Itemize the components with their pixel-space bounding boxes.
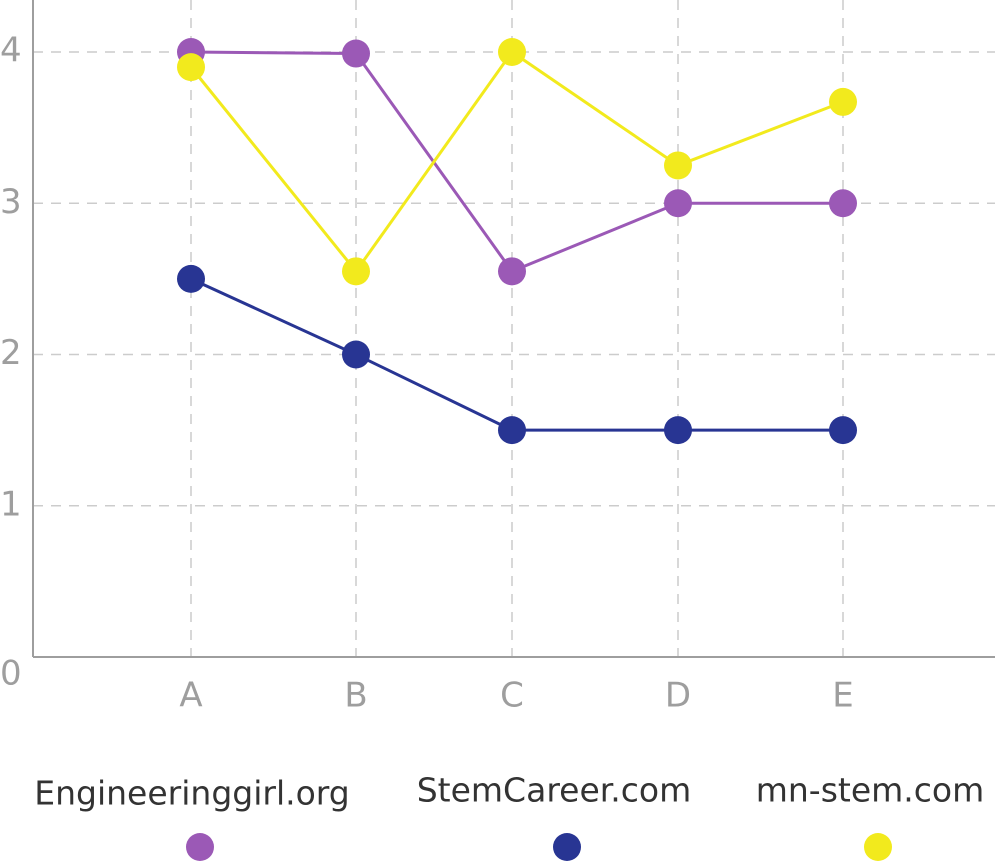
data-point xyxy=(829,416,857,445)
y-tick-labels: 0 1 2 3 4 xyxy=(0,31,22,694)
data-point xyxy=(342,39,370,68)
legend-swatch xyxy=(186,833,214,861)
x-tick-labels: A B C D E xyxy=(179,676,853,716)
y-tick-label: 0 xyxy=(0,654,22,694)
data-point xyxy=(829,189,857,218)
data-point xyxy=(498,38,526,66)
data-point xyxy=(177,53,205,82)
data-point xyxy=(829,87,857,116)
series-line xyxy=(190,50,843,274)
data-point xyxy=(498,416,526,445)
x-tick-label: C xyxy=(500,676,524,716)
x-tick-label: A xyxy=(179,676,202,716)
legend-label: StemCareer.com xyxy=(417,771,692,810)
legend: Engineeringgirl.org StemCareer.com mn-st… xyxy=(34,771,985,861)
data-point xyxy=(342,340,370,369)
data-point xyxy=(664,416,692,445)
legend-label: mn-stem.com xyxy=(756,771,985,810)
data-point xyxy=(664,189,692,218)
data-point xyxy=(498,257,526,286)
data-point xyxy=(342,257,370,286)
legend-swatch xyxy=(864,833,892,861)
y-tick-label: 1 xyxy=(0,484,22,524)
data-point xyxy=(664,151,692,180)
x-tick-label: D xyxy=(665,676,691,716)
x-tick-label: E xyxy=(832,676,853,716)
series-line xyxy=(189,49,844,274)
data-point xyxy=(177,264,205,293)
x-tick-label: B xyxy=(344,676,367,716)
y-tick-label: 3 xyxy=(0,182,22,222)
y-tick-label: 4 xyxy=(0,31,22,71)
axes xyxy=(32,0,995,658)
legend-label: Engineeringgirl.org xyxy=(34,774,349,813)
series-layer xyxy=(177,38,857,445)
legend-swatch xyxy=(553,833,581,861)
y-tick-label: 2 xyxy=(0,333,22,373)
